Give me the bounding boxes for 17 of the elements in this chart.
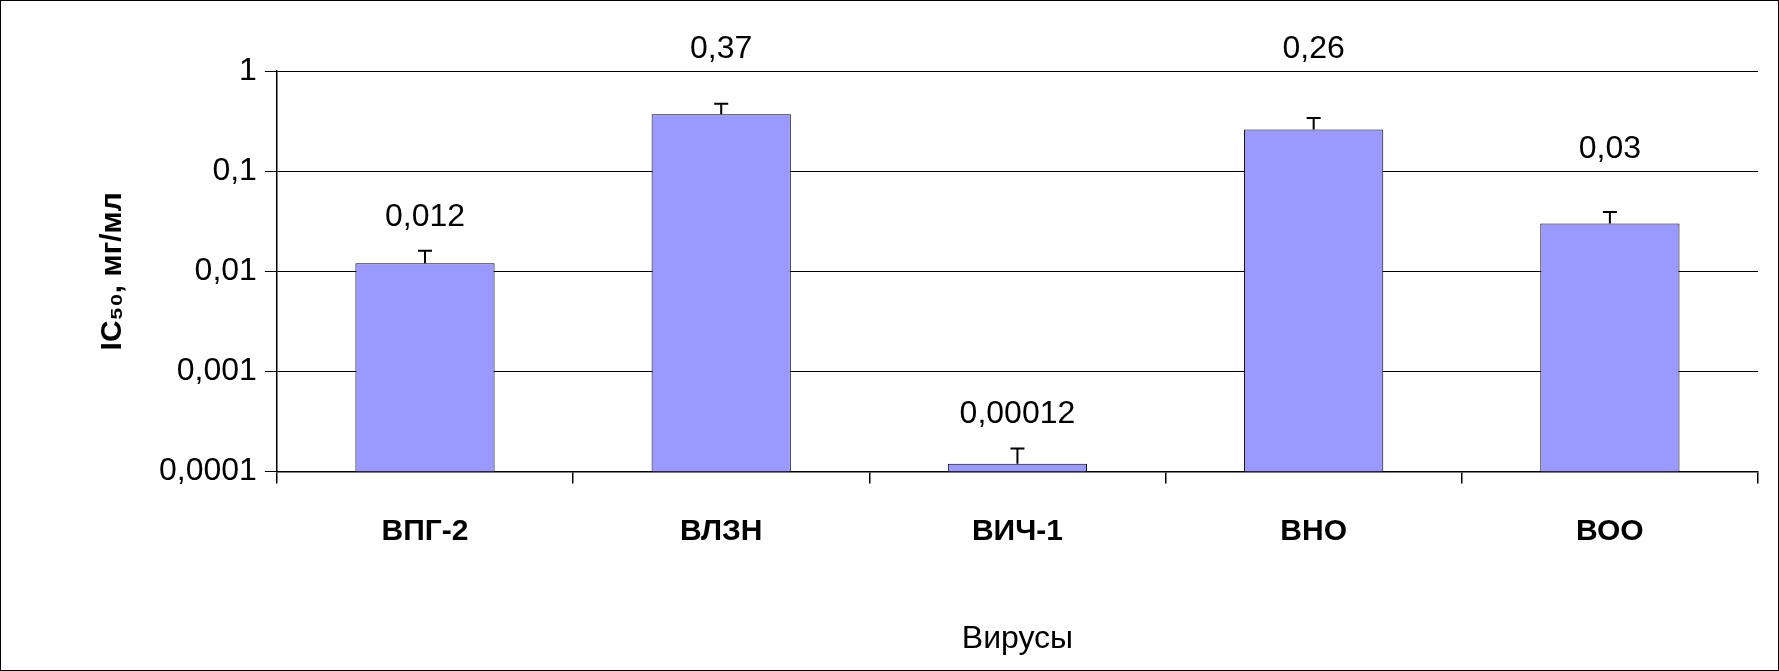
y-tick-label: 0,0001 — [159, 451, 257, 488]
data-label: 0,012 — [384, 196, 466, 233]
data-label: 0,00012 — [959, 394, 1076, 431]
y-tick-label: 0,001 — [176, 351, 257, 388]
x-tick-label: ВИЧ-1 — [971, 512, 1063, 546]
y-axis-title: IC₅₀, мг/мл — [94, 192, 128, 351]
data-label: 0,26 — [1282, 28, 1345, 65]
y-tick-label: 0,01 — [194, 251, 257, 288]
x-tick-label: ВНО — [1280, 512, 1347, 546]
x-tick-label: ВПГ-2 — [381, 512, 469, 546]
x-tick-label: ВОО — [1576, 512, 1644, 546]
y-tick-label: 1 — [239, 50, 257, 87]
data-label: 0,37 — [690, 28, 753, 65]
data-label: 0,03 — [1578, 128, 1642, 165]
x-tick-label: ВЛЗН — [679, 512, 763, 546]
x-axis-title: Вирусы — [961, 618, 1074, 655]
y-tick-label: 0,1 — [212, 150, 257, 187]
